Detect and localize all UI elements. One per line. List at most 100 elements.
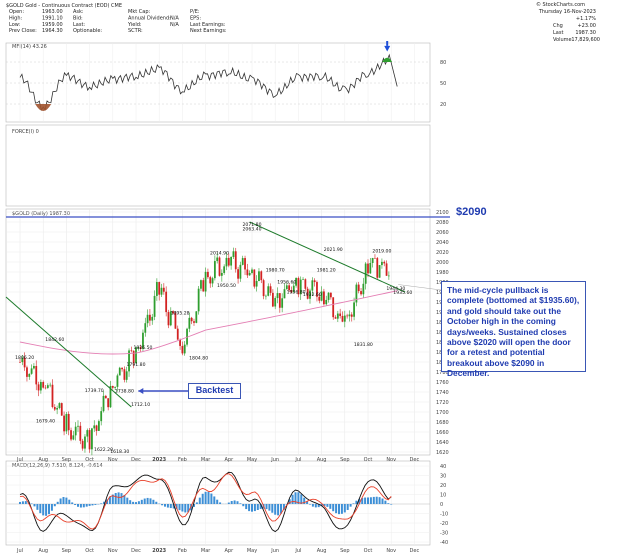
histogram-bar — [39, 504, 42, 514]
quote-key: Last Earnings: — [190, 22, 226, 28]
quote-key: Mkt Cap: — [128, 9, 150, 15]
candle-body — [169, 311, 172, 326]
x-tick-label: Apr — [224, 457, 234, 463]
x-tick-label: Dec — [410, 457, 420, 463]
down-arrow-icon — [384, 45, 391, 52]
candle-body — [350, 314, 353, 317]
histogram-bar — [213, 496, 216, 504]
moving-average-line — [19, 290, 398, 355]
histogram-bar — [227, 502, 230, 504]
histogram-bar — [181, 504, 184, 512]
histogram-bar — [390, 504, 393, 505]
histogram-bar — [268, 504, 271, 511]
histogram-bar — [172, 504, 175, 509]
histogram-bar — [338, 504, 340, 515]
candle-body — [95, 425, 98, 431]
candle-body — [230, 256, 233, 266]
histogram-bar — [219, 502, 222, 504]
candle-body — [51, 384, 54, 407]
candle-body — [220, 272, 223, 276]
price-label: 1712.10 — [131, 402, 150, 408]
volume-value: 17,829,600 — [571, 37, 600, 43]
candle-body — [278, 293, 281, 308]
x-tick-label: Oct — [364, 548, 373, 554]
candle-body — [334, 317, 337, 319]
macd-y-tick: -10 — [440, 511, 448, 517]
quote-key: Open: — [9, 9, 24, 15]
candle-body — [262, 280, 265, 297]
candle-body — [151, 316, 154, 321]
histogram-bar — [364, 497, 367, 504]
x-tick-label: Jul — [294, 457, 301, 463]
candle-body — [311, 280, 314, 291]
price-label: 1935.60 — [393, 290, 412, 296]
candle-body — [341, 315, 344, 322]
histogram-bar — [245, 504, 248, 510]
x-tick-label: Sep — [340, 548, 349, 554]
price-label: 2063.40 — [243, 227, 262, 233]
histogram-bar — [175, 504, 178, 510]
quote-key: Next Earnings: — [190, 28, 227, 34]
mfi-label: MFI(14) 43.26 — [12, 44, 47, 50]
backtest-callout: Backtest — [188, 383, 241, 399]
candle-body — [276, 293, 279, 299]
candle-body — [299, 279, 302, 295]
candle-body — [292, 285, 295, 293]
histogram-bar — [201, 493, 204, 504]
candle-body — [132, 350, 135, 363]
x-tick-label: 2023 — [152, 457, 166, 463]
price-y-tick: 2080 — [436, 220, 449, 226]
candle-body — [304, 279, 307, 289]
candle-body — [74, 426, 77, 436]
candle-body — [367, 263, 369, 274]
candle-body — [223, 266, 226, 273]
price-label: 2019.00 — [372, 249, 391, 255]
candle-body — [320, 291, 323, 301]
histogram-bar — [216, 499, 219, 504]
histogram-bar — [62, 497, 65, 504]
histogram-bar — [19, 501, 21, 504]
histogram-bar — [85, 504, 88, 507]
candle-body — [329, 292, 332, 298]
candle-body — [19, 362, 21, 363]
candle-body — [28, 373, 31, 377]
macd-y-tick: 10 — [440, 492, 446, 498]
candle-body — [234, 251, 237, 270]
force-panel: FORCE(I) 0 — [5, 124, 431, 207]
mfi-oversold-fill — [35, 104, 52, 111]
candle-body — [86, 430, 89, 437]
candle-body — [353, 302, 355, 317]
change-pct: +1.17% — [576, 16, 596, 22]
candle-body — [306, 288, 309, 299]
x-tick-label: May — [247, 457, 257, 463]
quote-key: Low: — [9, 22, 21, 28]
candle-body — [188, 317, 191, 329]
histogram-bar — [59, 498, 62, 504]
histogram-bar — [375, 496, 378, 504]
candle-body — [30, 368, 33, 374]
quote-value: N/A — [170, 22, 179, 28]
down-arrow-icon — [386, 41, 389, 46]
histogram-bar — [367, 497, 369, 504]
candle-body — [135, 347, 137, 363]
candle-body — [251, 269, 253, 273]
price-label: $GOLD (Daily) 1987.30 — [12, 211, 70, 217]
price-label: 1932.60 — [303, 292, 322, 298]
histogram-bar — [56, 501, 59, 504]
price-label: 1944.30 — [386, 286, 405, 292]
candle-body — [207, 271, 209, 278]
candle-body — [162, 287, 165, 292]
candle-body — [239, 264, 242, 279]
histogram-bar — [152, 499, 155, 504]
price-label: 2021.90 — [324, 247, 343, 253]
histogram-bar — [45, 504, 48, 516]
quote-value: 1959.00 — [42, 22, 63, 28]
candle-body — [246, 269, 249, 276]
candle-body — [376, 258, 379, 278]
quote-key: SCTR: — [128, 28, 143, 34]
histogram-bar — [369, 497, 372, 504]
histogram-bar — [253, 504, 256, 512]
candle-body — [39, 381, 42, 391]
candle-body — [348, 314, 351, 317]
x-tick-label: Oct — [85, 457, 94, 463]
